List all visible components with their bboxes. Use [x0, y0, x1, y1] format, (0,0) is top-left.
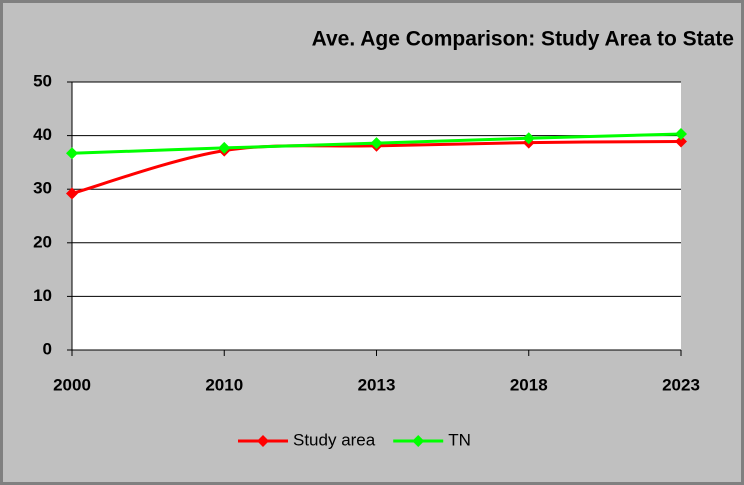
- y-tick-label: 0: [43, 339, 52, 358]
- marker: [522, 132, 535, 145]
- x-tick-label: 2000: [53, 375, 91, 394]
- marker: [66, 187, 78, 200]
- y-tick-label: 30: [33, 179, 52, 198]
- legend-label: TN: [448, 430, 471, 449]
- x-tick-label: 2023: [662, 375, 700, 394]
- legend-marker: [412, 435, 425, 447]
- y-tick-label: 40: [33, 125, 52, 144]
- chart-title: Ave. Age Comparison: Study Area to State: [312, 28, 734, 51]
- plot-area: [72, 82, 681, 350]
- y-tick-label: 10: [33, 286, 52, 305]
- marker: [675, 135, 687, 148]
- marker: [675, 127, 687, 140]
- marker: [370, 137, 383, 150]
- y-tick-label: 50: [33, 71, 52, 90]
- x-tick-label: 2018: [510, 375, 548, 394]
- y-tick-label: 20: [33, 232, 52, 251]
- marker: [218, 141, 231, 154]
- legend-marker: [257, 435, 269, 447]
- x-tick-label: 2010: [205, 375, 243, 394]
- x-tick-label: 2013: [358, 375, 396, 394]
- legend-label: Study area: [293, 430, 376, 449]
- marker: [66, 147, 78, 160]
